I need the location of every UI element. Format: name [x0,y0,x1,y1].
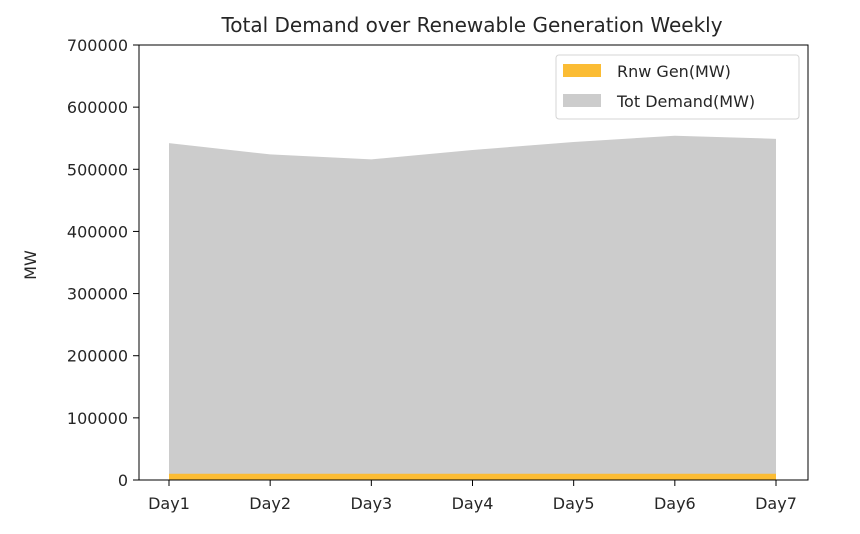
x-tick-label: Day3 [350,494,392,513]
x-tick-label: Day4 [452,494,494,513]
chart-title: Total Demand over Renewable Generation W… [220,13,722,37]
legend: Rnw Gen(MW) Tot Demand(MW) [555,54,800,120]
x-tick-label: Day2 [249,494,291,513]
legend-swatch-rnw-gen [563,64,601,77]
legend-label-tot-demand: Tot Demand(MW) [616,92,755,111]
y-tick-label: 400000 [67,222,128,241]
y-axis-label: MW [21,250,40,280]
legend-swatch-tot-demand [563,94,601,107]
legend-label-rnw-gen: Rnw Gen(MW) [617,62,731,81]
x-tick-label: Day7 [755,494,797,513]
y-tick-label: 300000 [67,285,128,304]
area-tot-demand-mw [169,135,776,480]
y-tick-label: 500000 [67,160,128,179]
legend-frame [555,54,800,120]
series-areas [169,135,776,480]
y-tick-label: 0 [118,471,128,490]
y-tick-label: 700000 [67,36,128,55]
x-tick-label: Day1 [148,494,190,513]
area-rnw-gen-mw [169,473,776,480]
x-tick-label: Day5 [553,494,595,513]
plot-frame [138,44,809,481]
y-axis: 0 100000 200000 300000 400000 500000 600000 700… [67,36,139,490]
x-tick-label: Day6 [654,494,696,513]
x-axis: Day1 Day2 Day3 Day4 Day5 Day6 Day7 [148,480,797,513]
y-tick-label: 600000 [67,98,128,117]
y-tick-label: 100000 [67,409,128,428]
y-tick-label: 200000 [67,347,128,366]
